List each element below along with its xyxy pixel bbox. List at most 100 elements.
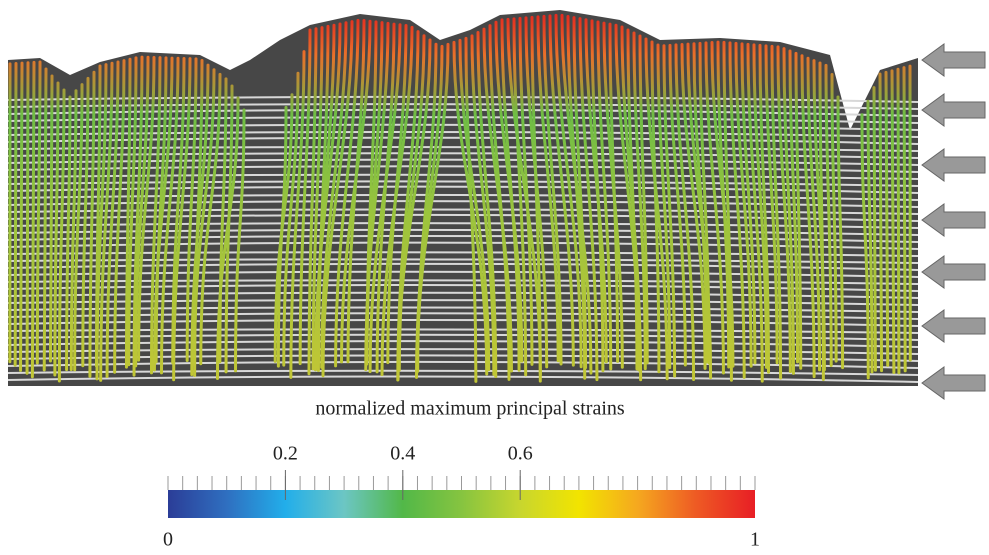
streamline (692, 42, 709, 364)
streamline (149, 56, 162, 375)
streamline (476, 30, 498, 379)
layer-line (8, 360, 918, 369)
streamline (578, 17, 599, 382)
streamline (770, 44, 783, 380)
streamline (185, 57, 198, 363)
streamline (788, 49, 800, 364)
streamline (758, 43, 771, 374)
streamline (159, 56, 180, 375)
strain-visualization (8, 10, 918, 386)
streamline (396, 38, 432, 381)
streamline (95, 63, 108, 381)
tick-label: 0.6 (508, 443, 533, 465)
streamline (698, 41, 711, 365)
colorbar-label: normalized maximum principal strains (315, 398, 625, 420)
streamline (482, 27, 513, 373)
streamline (824, 63, 833, 367)
streamline (25, 61, 30, 375)
streamline (53, 81, 60, 377)
streamline (704, 41, 725, 375)
streamline (368, 23, 402, 374)
streamline (415, 42, 450, 374)
streamline (674, 43, 696, 382)
layer-line (8, 369, 918, 376)
streamline (320, 21, 348, 369)
streamline (105, 60, 120, 378)
streamline (668, 43, 687, 367)
end-label: 1 (750, 529, 760, 551)
streamline (746, 42, 764, 383)
streamline (776, 45, 792, 374)
streamline (48, 74, 54, 363)
streamline (137, 55, 156, 362)
streamline (638, 34, 649, 365)
arrow (921, 93, 986, 127)
streamline (313, 22, 342, 372)
colorbar (168, 490, 755, 518)
streamline (215, 96, 240, 381)
streamline (626, 28, 639, 371)
streamline (764, 44, 779, 365)
streamline (518, 16, 534, 366)
streamline (554, 13, 583, 369)
streamline (590, 19, 605, 373)
streamline (794, 51, 803, 370)
arrow (921, 148, 986, 182)
streamline (193, 68, 216, 367)
streamline (872, 86, 877, 372)
streamline (470, 34, 496, 376)
streamline (656, 43, 672, 370)
streamline (73, 83, 84, 372)
end-label: 0 (163, 529, 173, 551)
streamline (818, 61, 825, 382)
streamline (530, 15, 542, 383)
streamline (500, 18, 521, 372)
streamline (99, 61, 114, 382)
streamline (572, 16, 588, 370)
streamline (30, 60, 36, 379)
streamline (234, 108, 246, 373)
streamline (65, 95, 72, 372)
streamline (902, 66, 907, 373)
streamline (127, 56, 138, 367)
streamline (860, 113, 870, 380)
streamline (740, 42, 757, 365)
streamline (536, 15, 560, 363)
streamline (800, 54, 816, 379)
streamline (734, 41, 753, 368)
streamline (35, 60, 42, 365)
streamline (890, 69, 896, 375)
arrow (921, 203, 986, 237)
compression-arrows (921, 43, 986, 400)
streamline (282, 71, 300, 367)
streamline (866, 99, 874, 374)
streamline (171, 56, 186, 365)
streamline (340, 19, 372, 364)
tick-label: 0.4 (390, 443, 415, 465)
streamline (728, 41, 746, 379)
streamline (334, 18, 360, 368)
streamline (132, 55, 144, 377)
streamline (896, 67, 901, 375)
streamline (81, 76, 90, 368)
streamline (190, 63, 210, 377)
streamline (806, 56, 822, 372)
streamline (830, 73, 838, 363)
streamlines (8, 13, 912, 383)
streamline (321, 20, 354, 378)
tick-label: 0.2 (273, 443, 298, 465)
streamline (752, 43, 768, 369)
streamline (680, 43, 707, 370)
streamline (88, 70, 96, 378)
streamline (289, 50, 306, 379)
streamline (364, 21, 390, 372)
streamline (650, 40, 661, 374)
streamline (782, 47, 795, 375)
streamline (152, 56, 174, 372)
streamline (608, 22, 620, 363)
streamline (464, 36, 478, 383)
streamline (19, 61, 24, 372)
colorbar-ticks: 0.2 0.4 0.6 0 1 (163, 443, 760, 551)
arrow (921, 255, 986, 289)
streamline (632, 31, 647, 371)
